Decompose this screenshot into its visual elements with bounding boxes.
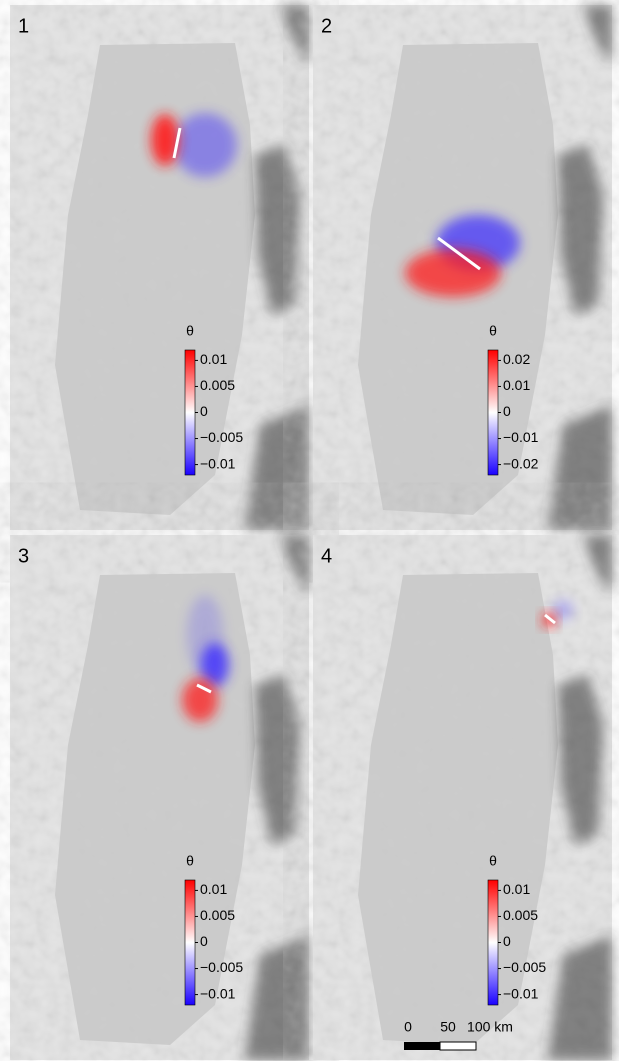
scale-label: 50	[440, 1019, 456, 1035]
colorbar-tick-label: −0.01	[200, 985, 236, 1001]
mountains	[548, 535, 612, 1060]
panel-label: 3	[18, 545, 29, 567]
colorbar-tick-label: 0.005	[503, 907, 538, 923]
map-panel: 2 θ 0.02 0.01 0 −0.01 −0.02	[313, 5, 612, 530]
colorbar-tick-label: 0.01	[503, 377, 530, 393]
map-panel: 1 θ 0.01 0.005 0 −0.005 −0.01	[10, 5, 309, 530]
colorbar	[487, 349, 499, 476]
fault-line	[544, 613, 556, 625]
colorbar-tick-label: 0.02	[503, 351, 530, 367]
panel-label: 2	[321, 15, 332, 37]
colorbar-tick-label: 0.01	[503, 881, 530, 897]
positive-anomaly	[182, 678, 218, 722]
colorbar-title: θ	[186, 853, 194, 869]
colorbar-tick-label: 0	[503, 403, 511, 419]
scale-label: 100 km	[467, 1019, 513, 1035]
negative-anomaly	[187, 595, 223, 675]
colorbar-tick-label: −0.02	[503, 455, 539, 471]
colorbar-tick-label: −0.005	[200, 959, 243, 975]
mountains	[548, 5, 612, 530]
colorbar	[487, 879, 499, 1006]
colorbar-tick-label: −0.005	[503, 959, 546, 975]
colorbar	[184, 879, 196, 1006]
map-panel: 4 θ 0.01 0.005 0 −0.005 −0.01	[313, 535, 612, 1060]
colorbar-tick-label: 0.01	[200, 881, 227, 897]
colorbar-title: θ	[186, 323, 194, 339]
scale-segment	[439, 1041, 477, 1051]
panel-label: 1	[18, 15, 29, 37]
negative-anomaly	[173, 113, 237, 177]
colorbar-tick-label: 0.005	[200, 907, 235, 923]
scale-bar: 0 50 100 km	[404, 1019, 513, 1051]
scale-label: 0	[404, 1019, 412, 1035]
map-panel: 3 θ 0.01 0.005 0 −0.005 −0.01	[10, 535, 309, 1060]
colorbar-tick-label: 0	[200, 403, 208, 419]
colorbar-tick-label: −0.01	[503, 429, 539, 445]
colorbar-title: θ	[489, 323, 497, 339]
colorbar-tick-label: −0.005	[200, 429, 243, 445]
colorbar-title: θ	[489, 853, 497, 869]
colorbar-tick-label: 0	[200, 933, 208, 949]
mountains	[245, 535, 309, 1060]
colorbar	[184, 349, 196, 476]
positive-anomaly	[151, 114, 179, 166]
positive-anomaly	[405, 249, 501, 297]
colorbar-tick-label: 0.01	[200, 351, 227, 367]
glacier	[358, 573, 558, 1045]
fault-line	[437, 236, 481, 271]
colorbar-tick-label: −0.01	[503, 985, 539, 1001]
fault-line	[172, 127, 182, 159]
mountains	[245, 5, 309, 530]
scale-segment	[404, 1042, 440, 1050]
colorbar-tick-label: −0.01	[200, 455, 236, 471]
fault-line	[196, 683, 212, 694]
colorbar-tick-label: 0	[503, 933, 511, 949]
negative-anomaly	[553, 600, 573, 620]
colorbar-tick-label: 0.005	[200, 377, 235, 393]
panel-label: 4	[321, 545, 332, 567]
